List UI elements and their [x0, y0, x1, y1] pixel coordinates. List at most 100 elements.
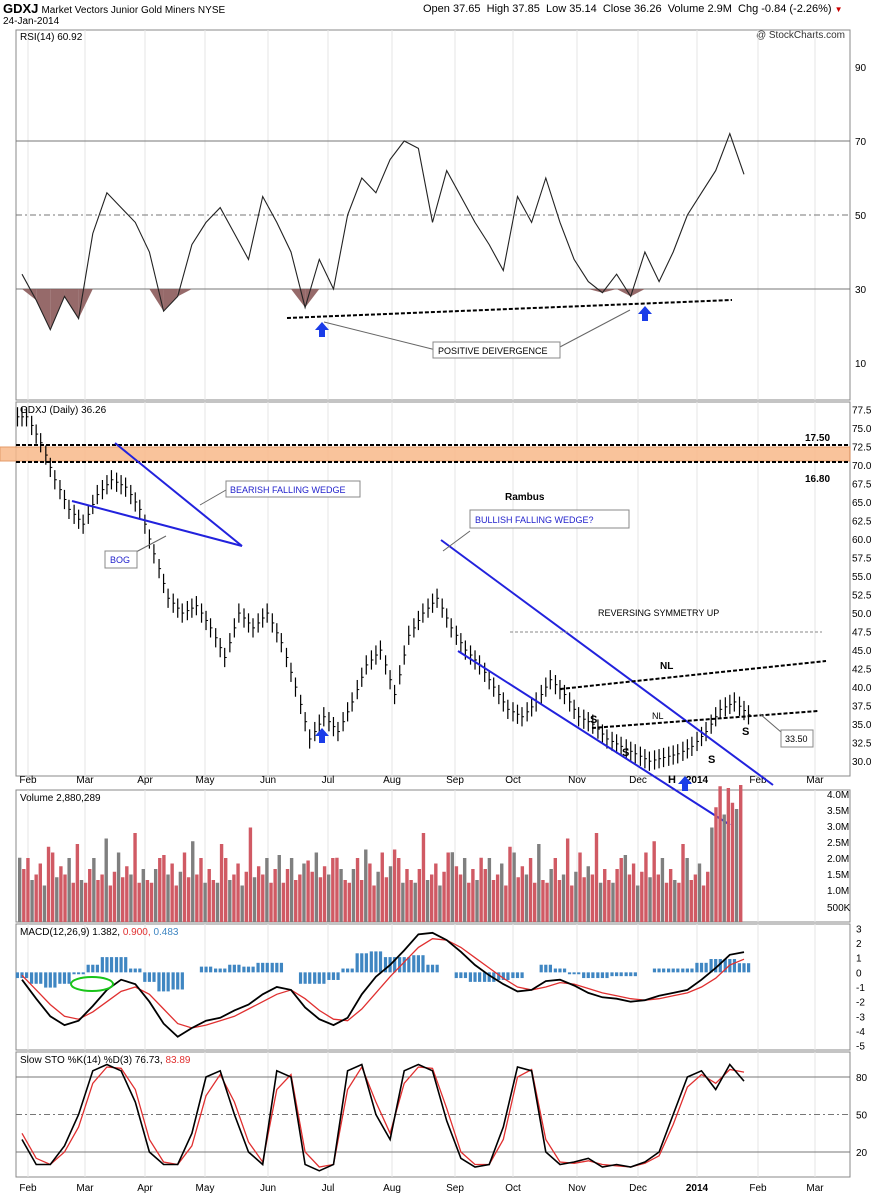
volume-bar [631, 863, 636, 922]
volume-bar [392, 849, 397, 922]
close-value: Close 36.26 [602, 3, 662, 15]
volume-bar [442, 871, 446, 922]
macd-histogram-bar [341, 968, 345, 973]
level-label-target: 33.50 [785, 734, 808, 744]
volume-bar [252, 877, 257, 922]
volume-bar [248, 827, 253, 922]
rsi-divergence-line [286, 299, 733, 319]
volume-bar [730, 802, 735, 922]
macd-histogram-bar [421, 955, 425, 973]
price-y-tick: 42.5 [852, 665, 872, 676]
volume-bar [112, 871, 117, 922]
volume-bar [50, 852, 55, 922]
level-label-upper: 17.50 [805, 433, 830, 444]
price-y-tick: 57.5 [852, 554, 872, 565]
volume-bar [141, 869, 145, 922]
volume-bar [487, 858, 492, 922]
down-triangle-icon: ▼ [834, 5, 843, 14]
volume-bar [598, 882, 603, 922]
volume-bar [158, 858, 162, 922]
bullish-wedge-upper [440, 539, 774, 786]
macd-histogram-bar [322, 972, 326, 984]
volume-y-tick: 1.0M [827, 886, 849, 897]
macd-histogram-bar [232, 964, 236, 973]
callout-pointer [323, 321, 437, 351]
symbol: GDXJ [3, 1, 39, 16]
x-tick-label: Jul [322, 1183, 335, 1194]
volume-bar [310, 871, 314, 922]
volume-bar [92, 858, 96, 922]
ohlc-readout: Open 37.65 High 37.85 Low 35.14 Close 36… [423, 3, 843, 15]
macd-histogram-bar [520, 972, 524, 979]
macd-histogram-bar [714, 959, 718, 973]
volume-bar [693, 874, 698, 922]
volume-bar [79, 880, 84, 922]
volume-bar [425, 880, 430, 922]
macd-histogram-bar [317, 972, 321, 984]
price-y-tick: 47.5 [852, 628, 872, 639]
volume-bar [359, 880, 364, 922]
volume-bar [413, 882, 417, 922]
rsi-oversold-fill [64, 289, 79, 319]
volume-bar [565, 838, 570, 922]
price-y-tick: 77.5 [852, 405, 872, 416]
volume-bar [557, 880, 562, 922]
volume-bar [240, 885, 244, 922]
volume-bar [714, 807, 718, 922]
volume-bar [508, 846, 512, 922]
volume-bar [434, 863, 438, 922]
annotation-box [104, 550, 138, 569]
macd-histogram-bar [468, 972, 473, 982]
callout-pointer [442, 530, 471, 552]
volume-bar [281, 882, 286, 922]
macd-histogram-bar [20, 972, 24, 979]
annotation-shoulder: S [590, 714, 597, 726]
macd-histogram-bar [143, 972, 147, 982]
macd-histogram-bar [100, 957, 104, 973]
macd-histogram-bar [463, 972, 468, 979]
rsi-oversold-fill [163, 289, 178, 312]
macd-histogram-bar [605, 972, 609, 979]
callout-pointer [557, 309, 631, 349]
volume-bar [18, 857, 22, 922]
macd-histogram-bar [383, 957, 388, 973]
volume-bar [697, 863, 702, 922]
annotation-shoulder: S [708, 754, 715, 766]
x-tick-label: Feb [19, 1183, 37, 1194]
volume-bar [335, 857, 339, 922]
volume-bar [294, 880, 298, 922]
x-tick-label: Aug [383, 775, 401, 786]
volume-bar [42, 885, 47, 922]
volume-bar [343, 880, 347, 922]
macd-histogram-bar [732, 959, 737, 973]
macd-histogram-bar [331, 972, 336, 980]
volume-bar [269, 882, 273, 922]
macd-histogram-bar [426, 964, 430, 973]
price-y-tick: 67.5 [852, 479, 872, 490]
macd-histogram-bar [515, 972, 520, 979]
volume-bar [520, 866, 525, 922]
macd-histogram-bar [430, 964, 435, 973]
macd-histogram-bar [58, 972, 62, 984]
volume-bar [314, 852, 319, 922]
macd-histogram-bar [313, 972, 317, 984]
macd-histogram-bar [742, 963, 746, 973]
volume-bar [673, 880, 677, 922]
x-tick-label: Feb [19, 775, 37, 786]
blue-up-arrow-icon [315, 728, 329, 743]
macd-histogram-bar [138, 968, 142, 973]
macd-histogram-bar [709, 959, 713, 973]
level-label-lower: 16.80 [805, 474, 830, 485]
rsi-line [21, 131, 745, 332]
macd-histogram-bar [176, 972, 180, 990]
volume-bar [199, 858, 203, 922]
macd-histogram-bar [114, 957, 119, 973]
volume-bar [500, 863, 504, 922]
volume-bar [256, 866, 261, 922]
volume-bar [261, 874, 265, 922]
volume-bar [409, 880, 413, 922]
price-y-tick: 60.0 [852, 535, 872, 546]
macd-histogram-bar [567, 972, 572, 975]
volume-bar [652, 841, 656, 922]
macd-histogram-bar [157, 972, 161, 992]
